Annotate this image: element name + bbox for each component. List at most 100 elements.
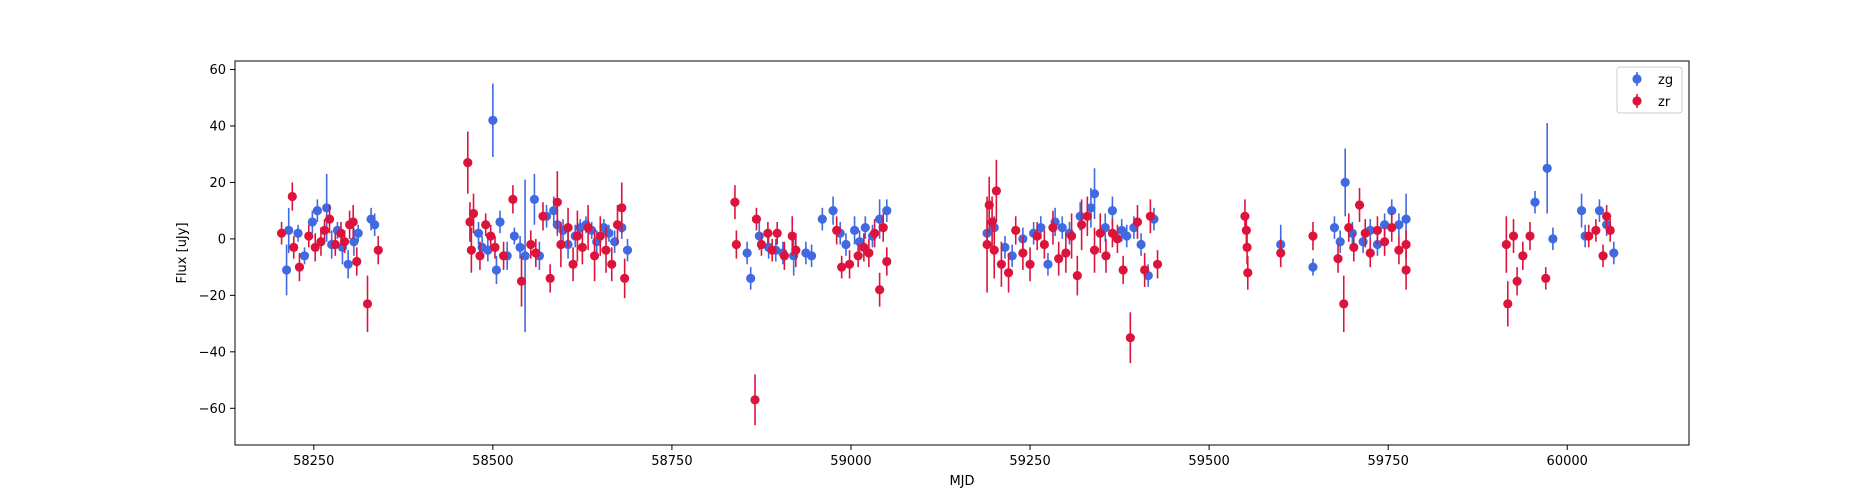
data-point bbox=[882, 206, 892, 216]
data-point bbox=[837, 262, 847, 272]
x-tick-label: 58750 bbox=[651, 454, 692, 469]
data-point bbox=[1276, 248, 1286, 258]
data-point bbox=[746, 273, 756, 284]
data-point bbox=[529, 194, 539, 204]
data-point bbox=[1339, 299, 1349, 309]
data-point bbox=[1089, 245, 1100, 255]
data-point bbox=[1379, 237, 1390, 247]
x-tick-label: 59500 bbox=[1188, 454, 1229, 469]
data-point bbox=[1095, 228, 1105, 238]
data-point bbox=[1602, 211, 1612, 221]
data-point bbox=[756, 239, 767, 250]
data-point bbox=[742, 248, 752, 258]
data-point bbox=[1394, 220, 1404, 230]
data-point bbox=[832, 225, 842, 236]
data-point bbox=[787, 231, 797, 241]
data-point bbox=[1333, 254, 1343, 264]
data-point bbox=[754, 231, 764, 241]
data-point bbox=[989, 245, 999, 255]
data-point bbox=[987, 217, 997, 227]
x-tick-label: 59750 bbox=[1367, 454, 1408, 469]
data-point bbox=[1112, 234, 1123, 244]
data-point bbox=[531, 248, 541, 258]
data-point bbox=[1054, 254, 1064, 264]
data-point bbox=[552, 197, 562, 207]
y-tick-label: −40 bbox=[199, 345, 226, 360]
data-point bbox=[1372, 225, 1383, 236]
data-point bbox=[1541, 273, 1551, 284]
data-point bbox=[1140, 265, 1150, 275]
data-point bbox=[1125, 333, 1135, 343]
data-point bbox=[466, 245, 476, 255]
data-point bbox=[849, 225, 860, 236]
data-point bbox=[498, 251, 509, 261]
data-point bbox=[1075, 211, 1085, 221]
x-tick-label: 58500 bbox=[472, 454, 513, 469]
data-point bbox=[1241, 225, 1251, 236]
y-axis-label: Flux [uJy] bbox=[175, 222, 190, 283]
data-point bbox=[549, 206, 559, 216]
data-point bbox=[731, 239, 741, 250]
data-point bbox=[307, 217, 317, 227]
data-point bbox=[1401, 239, 1411, 250]
data-point bbox=[508, 194, 518, 204]
data-point bbox=[806, 251, 817, 261]
y-tick-label: −20 bbox=[199, 289, 226, 304]
data-marks bbox=[276, 83, 1619, 426]
data-point bbox=[878, 222, 888, 233]
data-point bbox=[348, 217, 358, 227]
series-zr bbox=[276, 131, 1615, 426]
data-point bbox=[1584, 231, 1594, 241]
data-point bbox=[982, 239, 992, 250]
data-point bbox=[468, 208, 479, 219]
data-point bbox=[1349, 242, 1359, 252]
data-point bbox=[882, 256, 892, 267]
data-point bbox=[750, 395, 760, 405]
data-point bbox=[1548, 234, 1558, 244]
data-point bbox=[763, 228, 773, 238]
data-point bbox=[1007, 251, 1017, 261]
data-point bbox=[779, 251, 789, 261]
data-point bbox=[304, 231, 314, 241]
data-point bbox=[612, 220, 623, 230]
data-point bbox=[294, 262, 305, 272]
data-point bbox=[1086, 203, 1096, 213]
data-point bbox=[1132, 217, 1143, 227]
data-point bbox=[1401, 214, 1411, 224]
data-point bbox=[352, 256, 362, 267]
data-point bbox=[1077, 220, 1087, 230]
data-point bbox=[1401, 265, 1411, 275]
data-point bbox=[607, 259, 617, 269]
data-point bbox=[1118, 265, 1128, 275]
data-point bbox=[1360, 228, 1370, 238]
y-tick-label: 40 bbox=[209, 119, 226, 134]
data-point bbox=[310, 242, 320, 252]
data-point bbox=[545, 273, 555, 284]
y-tick-label: 60 bbox=[209, 63, 226, 78]
data-point bbox=[1576, 206, 1587, 216]
data-point bbox=[312, 206, 322, 216]
data-point bbox=[1525, 231, 1535, 241]
legend-marker bbox=[1632, 96, 1642, 106]
data-point bbox=[349, 237, 359, 247]
data-point bbox=[1011, 225, 1021, 236]
data-point bbox=[491, 265, 502, 275]
data-point bbox=[475, 251, 485, 261]
data-point bbox=[1512, 276, 1522, 286]
data-point bbox=[526, 239, 536, 250]
data-point bbox=[1039, 239, 1049, 250]
x-tick-label: 58250 bbox=[293, 454, 334, 469]
data-point bbox=[330, 239, 340, 250]
data-point bbox=[1043, 259, 1053, 269]
data-point bbox=[336, 228, 346, 238]
data-point bbox=[991, 186, 1001, 196]
data-point bbox=[767, 245, 777, 255]
data-point bbox=[1605, 225, 1615, 236]
data-point bbox=[772, 228, 782, 238]
data-point bbox=[1101, 251, 1111, 261]
data-point bbox=[1107, 206, 1118, 216]
data-point bbox=[319, 225, 330, 236]
axes-frame bbox=[234, 60, 1690, 446]
data-point bbox=[486, 231, 496, 241]
